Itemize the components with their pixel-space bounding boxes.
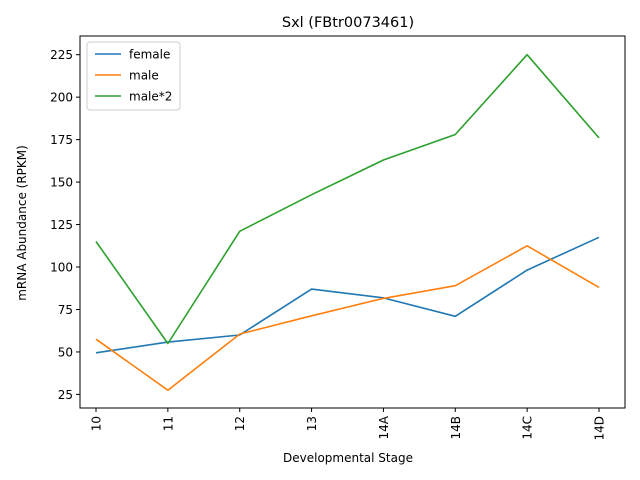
x-tick-label: 12 [233, 416, 247, 431]
y-tick-label: 75 [58, 303, 73, 317]
legend: female male male*2 [86, 41, 181, 111]
x-axis: 10 11 12 13 14A 14B 14C 14D [90, 408, 607, 441]
legend-box [86, 41, 181, 111]
y-tick-label: 125 [50, 218, 73, 232]
x-tick-label: 14C [521, 416, 535, 440]
legend-label: female [129, 48, 170, 62]
x-axis-label: Developmental Stage [283, 451, 413, 465]
y-tick-label: 25 [58, 388, 73, 402]
x-tick-label: 14A [377, 415, 391, 439]
series-layer [95, 53, 600, 392]
x-tick-label: 14D [593, 416, 607, 441]
y-tick-label: 200 [50, 91, 73, 105]
y-tick-label: 150 [50, 176, 73, 190]
x-tick-label: 13 [305, 416, 319, 431]
series-line-female [95, 236, 600, 354]
y-tick-label: 175 [50, 133, 73, 147]
series-line-male [95, 245, 600, 392]
chart-title: Sxl (FBtr0073461) [282, 15, 414, 31]
y-axis-label: mRNA Abundance (RPKM) [15, 145, 29, 301]
y-tick-label: 225 [50, 48, 73, 62]
x-tick-label: 11 [161, 416, 175, 431]
y-tick-label: 50 [58, 345, 73, 359]
y-axis: 25 50 75 100 125 150 175 200 225 [50, 48, 80, 402]
plot-area [79, 35, 626, 409]
legend-label: male*2 [129, 90, 172, 104]
y-tick-label: 100 [50, 261, 73, 275]
x-tick-label: 10 [90, 416, 104, 431]
series-line-male-2 [95, 53, 600, 345]
plot-frame [79, 35, 626, 409]
legend-label: male [129, 69, 159, 83]
x-tick-label: 14B [449, 416, 463, 440]
